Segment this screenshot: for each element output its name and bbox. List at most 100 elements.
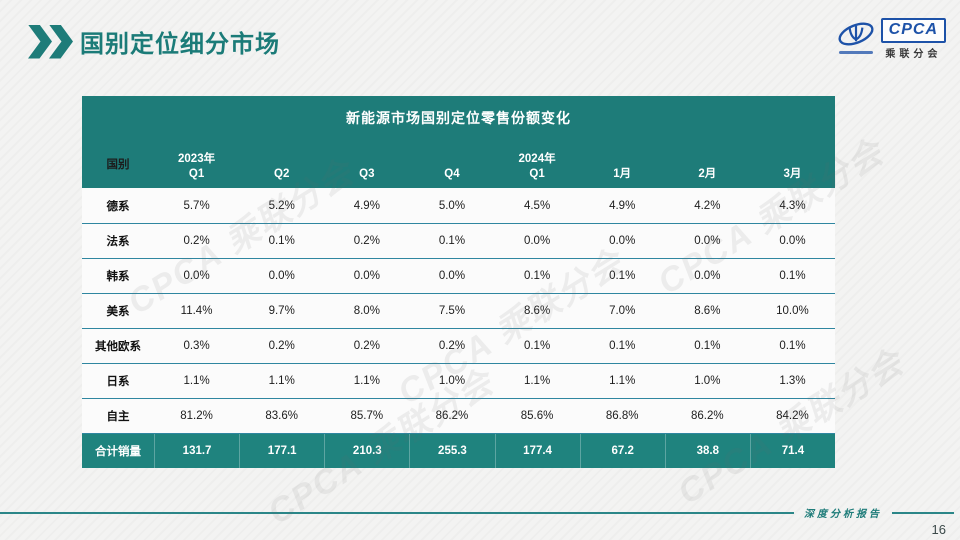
table-row: 德系 5.7% 5.2% 4.9% 5.0% 4.5% 4.9% 4.2% 4.3%: [82, 188, 835, 223]
table-cell: 0.1%: [523, 340, 551, 352]
footer-rule: 深度分析报告: [0, 505, 960, 520]
table-cell: 0.1%: [779, 340, 806, 352]
logo-small-text-bar: [838, 51, 873, 54]
table-row: 法系 0.2% 0.1% 0.2% 0.1% 0.0% 0.0% 0.0% 0.0%: [82, 223, 835, 258]
table-total-row: 合计销量 131.7 177.1 210.3 255.3 177.4 67.2 38.8 71…: [82, 433, 835, 468]
logo-name: 乘联分会: [885, 49, 942, 60]
table-row: 自主 81.2% 83.6% 85.7% 86.2% 85.6% 86.8% 86.2% 84.…: [82, 398, 835, 433]
row-label: 自主: [106, 411, 130, 423]
table-cell: 0.0%: [268, 270, 295, 282]
table-cell: 5.7%: [183, 199, 210, 212]
table-cell: 9.7%: [268, 305, 295, 317]
table-header-row: 国别 2023年 Q1 Q2 Q3 Q4 2024年 Q1 1月 2月 3月: [82, 140, 835, 188]
table-cell: 1.1%: [353, 375, 380, 387]
logo-text-block: CPCA 乘联分会: [880, 18, 946, 60]
table-cell: 1.1%: [183, 375, 210, 387]
logo-acronym: CPCA: [880, 18, 946, 43]
column-header-period: Q4: [444, 167, 460, 180]
table-cell: 81.2%: [180, 410, 213, 422]
cpca-swirl-icon: [835, 19, 877, 59]
chevron-right-icon: [49, 24, 73, 59]
table-cell: 1.0%: [694, 375, 721, 387]
table-row: 其他欧系 0.3% 0.2% 0.2% 0.2% 0.1% 0.1% 0.1% 0.1%: [82, 328, 835, 363]
table-row: 美系 11.4% 9.7% 8.0% 7.5% 8.6% 7.0% 8.6% 10.0%: [82, 293, 835, 328]
table-cell: 10.0%: [776, 305, 809, 317]
table-row: 韩系 0.0% 0.0% 0.0% 0.0% 0.1% 0.1% 0.0% 0.1%: [82, 258, 835, 293]
table-cell: 0.2%: [268, 340, 295, 352]
page-number: 16: [931, 522, 946, 537]
table-cell: 8.6%: [694, 305, 721, 317]
column-header-year: 2024年: [518, 153, 556, 166]
table-cell: 0.0%: [694, 270, 721, 282]
slide-header: 国别定位细分市场: [28, 24, 280, 59]
table-cell: 0.1%: [438, 235, 466, 247]
table-cell: 0.0%: [438, 270, 466, 282]
table-cell: 0.3%: [183, 340, 210, 352]
table-cell: 8.6%: [523, 305, 551, 317]
column-header: 3月: [750, 140, 835, 188]
table-cell: 4.9%: [353, 199, 380, 212]
total-row-cell: 255.3: [409, 434, 494, 468]
table-cell: 5.2%: [268, 199, 295, 212]
table-cell: 1.1%: [523, 375, 551, 387]
table-cell: 4.2%: [694, 199, 721, 212]
table-cell: 0.0%: [353, 270, 380, 282]
table-cell: 86.8%: [605, 410, 639, 422]
table-cell: 86.2%: [435, 410, 469, 422]
table-cell: 0.1%: [609, 270, 636, 282]
table-cell: 0.2%: [353, 235, 380, 247]
table-cell: 0.1%: [694, 340, 721, 352]
column-header: 1月: [580, 140, 665, 188]
table-cell: 0.2%: [438, 340, 466, 352]
table-cell: 5.0%: [438, 199, 466, 212]
row-label: 日系: [106, 376, 130, 388]
footer-rule-right: [892, 511, 954, 514]
column-header: 2月: [665, 140, 750, 188]
table-cell: 1.0%: [438, 375, 466, 387]
table-cell: 0.1%: [523, 270, 551, 282]
table-cell: 8.0%: [353, 305, 380, 317]
table-cell: 7.0%: [609, 305, 636, 317]
row-label: 德系: [106, 200, 130, 213]
table-cell: 85.6%: [520, 410, 554, 422]
page-title: 国别定位细分市场: [80, 31, 280, 58]
footer-rule-left: [0, 511, 794, 514]
table-title: 新能源市场国别定位零售份额变化: [82, 96, 835, 140]
table-cell: 0.2%: [183, 235, 210, 247]
row-label: 法系: [106, 236, 130, 248]
table-cell: 4.5%: [523, 199, 551, 212]
table-cell: 0.0%: [694, 235, 721, 247]
total-row-cell: 67.2: [579, 434, 665, 468]
table-cell: 4.3%: [779, 199, 806, 212]
total-row-cell: 38.8: [664, 434, 750, 468]
table-cell: 1.1%: [268, 375, 295, 387]
table-cell: 0.1%: [609, 340, 636, 352]
row-label: 韩系: [106, 271, 130, 283]
column-header: Q2: [239, 140, 324, 188]
row-label: 美系: [106, 306, 130, 318]
table-cell: 0.0%: [609, 235, 636, 247]
table-cell: 0.0%: [779, 235, 806, 247]
double-chevron-icon: [28, 24, 73, 59]
column-header-period: 3月: [783, 167, 802, 180]
table-cell: 1.1%: [609, 375, 636, 387]
table-cell: 1.3%: [779, 375, 806, 387]
column-header-period: 1月: [613, 167, 632, 180]
table-cell: 0.0%: [523, 235, 551, 247]
table-body: 德系 5.7% 5.2% 4.9% 5.0% 4.5% 4.9% 4.2% 4.3% 法系 0.2%…: [82, 188, 835, 433]
footer-report-label: 深度分析报告: [804, 509, 882, 520]
table-cell: 83.6%: [265, 410, 298, 422]
column-header-period: Q3: [359, 167, 375, 180]
table-cell: 0.1%: [779, 270, 806, 282]
total-row-cell: 71.4: [749, 434, 835, 468]
data-table: 新能源市场国别定位零售份额变化 国别 2023年 Q1 Q2 Q3 Q4 2024年 Q1 1…: [82, 96, 835, 468]
total-row-cell: 177.1: [239, 434, 324, 468]
table-cell: 86.2%: [691, 410, 724, 422]
total-row-label: 合计销量: [95, 446, 141, 458]
total-row-cell: 131.7: [154, 434, 239, 468]
column-header: Q3: [324, 140, 409, 188]
column-header-period: Q1: [529, 167, 545, 180]
chevron-right-icon: [28, 24, 52, 59]
table-cell: 11.4%: [180, 305, 213, 317]
